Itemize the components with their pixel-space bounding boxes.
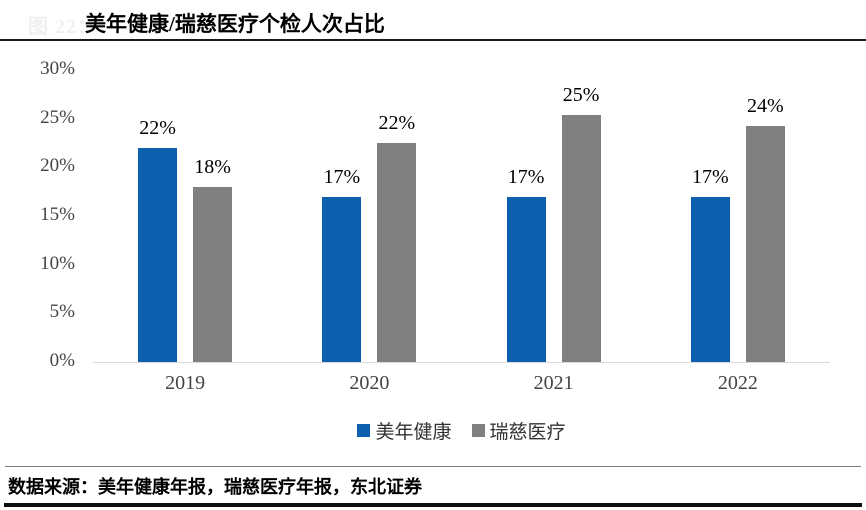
y-tick-label: 25%	[40, 106, 75, 128]
x-tick-label-2022: 2022	[717, 372, 758, 394]
bar-series1-2020: 17%	[322, 166, 362, 362]
bar-series1-2022: 17%	[690, 166, 730, 362]
x-axis-line	[93, 362, 830, 363]
y-tick-label: 10%	[40, 252, 75, 274]
bar-series1-2021: 17%	[506, 166, 546, 362]
figure-number-label: 图 22：	[28, 16, 98, 38]
bar-value-label: 22%	[378, 112, 416, 134]
bar-value-label: 25%	[562, 83, 600, 106]
bar-group-2019: 22% 18%	[93, 70, 277, 362]
footer-thick-rule	[4, 503, 862, 507]
plot-area: 22% 18% 17% 22% 17% 25% 17% 24%	[93, 70, 830, 362]
y-tick-label: 15%	[40, 204, 75, 225]
bar-value-label: 22%	[139, 116, 176, 139]
legend-swatch-icon	[357, 424, 371, 437]
y-tick-label: 30%	[40, 58, 75, 79]
bar-value-label: 17%	[692, 165, 729, 188]
footer-divider-line	[5, 466, 861, 467]
data-source-note: 数据来源：美年健康年报，瑞慈医疗年报，东北证券	[8, 477, 422, 497]
bar-group-2021: 17% 25%	[462, 70, 646, 362]
legend-swatch-icon	[471, 424, 485, 437]
bar-value-label: 24%	[747, 95, 784, 118]
bar-value-label: 18%	[194, 155, 231, 178]
bar-value-label: 17%	[323, 165, 361, 188]
legend-item-series2: 瑞慈医疗	[471, 417, 566, 444]
y-tick-label: 5%	[49, 301, 75, 323]
legend-item-series1: 美年健康	[357, 417, 452, 444]
bar-series2-2021: 25%	[561, 84, 601, 362]
bar-series1-2019: 22%	[138, 117, 178, 362]
x-tick-label-2021: 2021	[533, 372, 574, 394]
legend-label: 美年健康	[375, 422, 452, 443]
bar-group-2022: 17% 24%	[646, 70, 830, 362]
bar-series2-2020: 22%	[377, 112, 417, 362]
x-tick-label-2020: 2020	[349, 372, 390, 394]
x-tick-label-2019: 2019	[165, 372, 206, 394]
title-divider-line	[0, 39, 866, 41]
y-tick-label: 0%	[49, 350, 75, 371]
y-tick-label: 20%	[40, 155, 75, 177]
bar-series2-2022: 24%	[745, 95, 785, 362]
chart-title: 美年健康/瑞慈医疗个检人次占比	[85, 12, 385, 36]
bar-group-2020: 17% 22%	[277, 70, 461, 362]
chart-legend: 美年健康 瑞慈医疗	[93, 417, 830, 444]
bar-series2-2019: 18%	[193, 156, 233, 362]
legend-label: 瑞慈医疗	[489, 422, 566, 443]
bar-value-label: 17%	[507, 165, 545, 188]
